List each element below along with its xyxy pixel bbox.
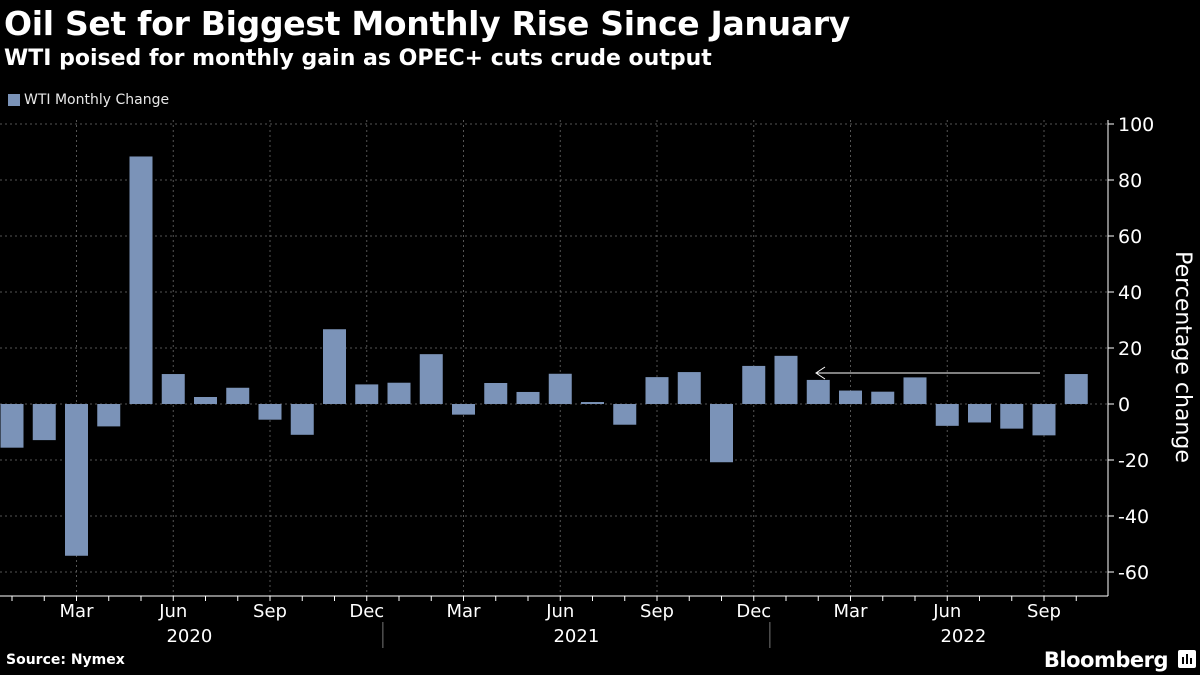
- bar-2020-07: [194, 397, 217, 404]
- bar-2022-08: [1000, 404, 1024, 429]
- bar-2022-10: [1064, 374, 1088, 404]
- bar-2022-05: [903, 377, 927, 404]
- bar-2020-11: [323, 329, 346, 404]
- bar-2020-04: [97, 404, 121, 427]
- legend-label: WTI Monthly Change: [24, 92, 170, 108]
- bar-2020-12: [355, 384, 379, 404]
- bar-2022-06: [935, 404, 959, 426]
- y-tick-label: -60: [1118, 562, 1149, 584]
- bar-2022-03: [839, 390, 862, 404]
- y-tick-label: 20: [1118, 338, 1142, 360]
- bar-2021-09: [645, 377, 669, 404]
- bloomberg-logo: Bloomberg: [1043, 648, 1169, 672]
- bloomberg-chart-icon: [1178, 650, 1196, 668]
- bar-2021-12: [742, 365, 766, 404]
- x-tick-label: Sep: [640, 601, 674, 622]
- bar-2021-06: [548, 373, 572, 404]
- y-tick-label: 80: [1118, 170, 1142, 192]
- x-tick-label: Jun: [545, 601, 574, 622]
- y-tick-label: 0: [1118, 394, 1130, 416]
- x-tick-label: Mar: [447, 601, 482, 622]
- year-label: 2020: [166, 626, 212, 647]
- bar-2020-05: [129, 156, 153, 404]
- y-tick-label: -40: [1118, 506, 1149, 528]
- bar-2022-04: [871, 391, 895, 404]
- bar-2021-04: [484, 383, 508, 404]
- year-label: 2021: [553, 626, 599, 647]
- bar-2021-05: [516, 391, 540, 404]
- legend-swatch: [8, 94, 20, 106]
- chart-title: Oil Set for Biggest Monthly Rise Since J…: [4, 4, 850, 43]
- bar-2022-09: [1032, 404, 1056, 436]
- bar-2022-07: [968, 404, 991, 423]
- bar-2020-08: [226, 387, 250, 404]
- bar-2020-09: [258, 404, 282, 420]
- bar-2020-03: [65, 404, 88, 556]
- bar-2020-06: [161, 374, 185, 404]
- x-tick-label: Mar: [60, 601, 95, 622]
- y-tick-label: 100: [1118, 114, 1154, 136]
- bar-2020-02: [32, 404, 56, 441]
- x-tick-label: Mar: [834, 601, 869, 622]
- year-label: 2022: [940, 626, 986, 647]
- bar-2021-11: [710, 404, 733, 463]
- bar-2021-03: [452, 404, 475, 415]
- bar-2021-07: [581, 402, 604, 404]
- legend: WTI Monthly Change: [8, 92, 169, 108]
- x-tick-label: Jun: [932, 601, 961, 622]
- bar-2022-01: [774, 355, 798, 404]
- y-tick-label: 60: [1118, 226, 1142, 248]
- bar-2021-02: [419, 354, 443, 404]
- y-tick-label: 40: [1118, 282, 1142, 304]
- bar-2021-08: [613, 404, 637, 425]
- x-tick-label: Sep: [253, 601, 287, 622]
- bar-2020-10: [290, 404, 314, 435]
- y-axis-label: Percentage change: [1170, 251, 1195, 463]
- source-note: Source: Nymex: [6, 652, 125, 668]
- bar-2021-01: [387, 382, 411, 404]
- x-tick-label: Dec: [736, 601, 771, 622]
- y-tick-label: -20: [1118, 450, 1149, 472]
- annotation-arrowhead-icon: [815, 366, 826, 380]
- x-tick-label: Jun: [158, 601, 187, 622]
- x-tick-label: Dec: [349, 601, 384, 622]
- bar-2021-10: [677, 372, 701, 404]
- x-tick-label: Sep: [1027, 601, 1061, 622]
- chart-subtitle: WTI poised for monthly gain as OPEC+ cut…: [4, 46, 712, 71]
- bar-2022-02: [806, 379, 830, 404]
- bar-2020-01: [0, 404, 24, 448]
